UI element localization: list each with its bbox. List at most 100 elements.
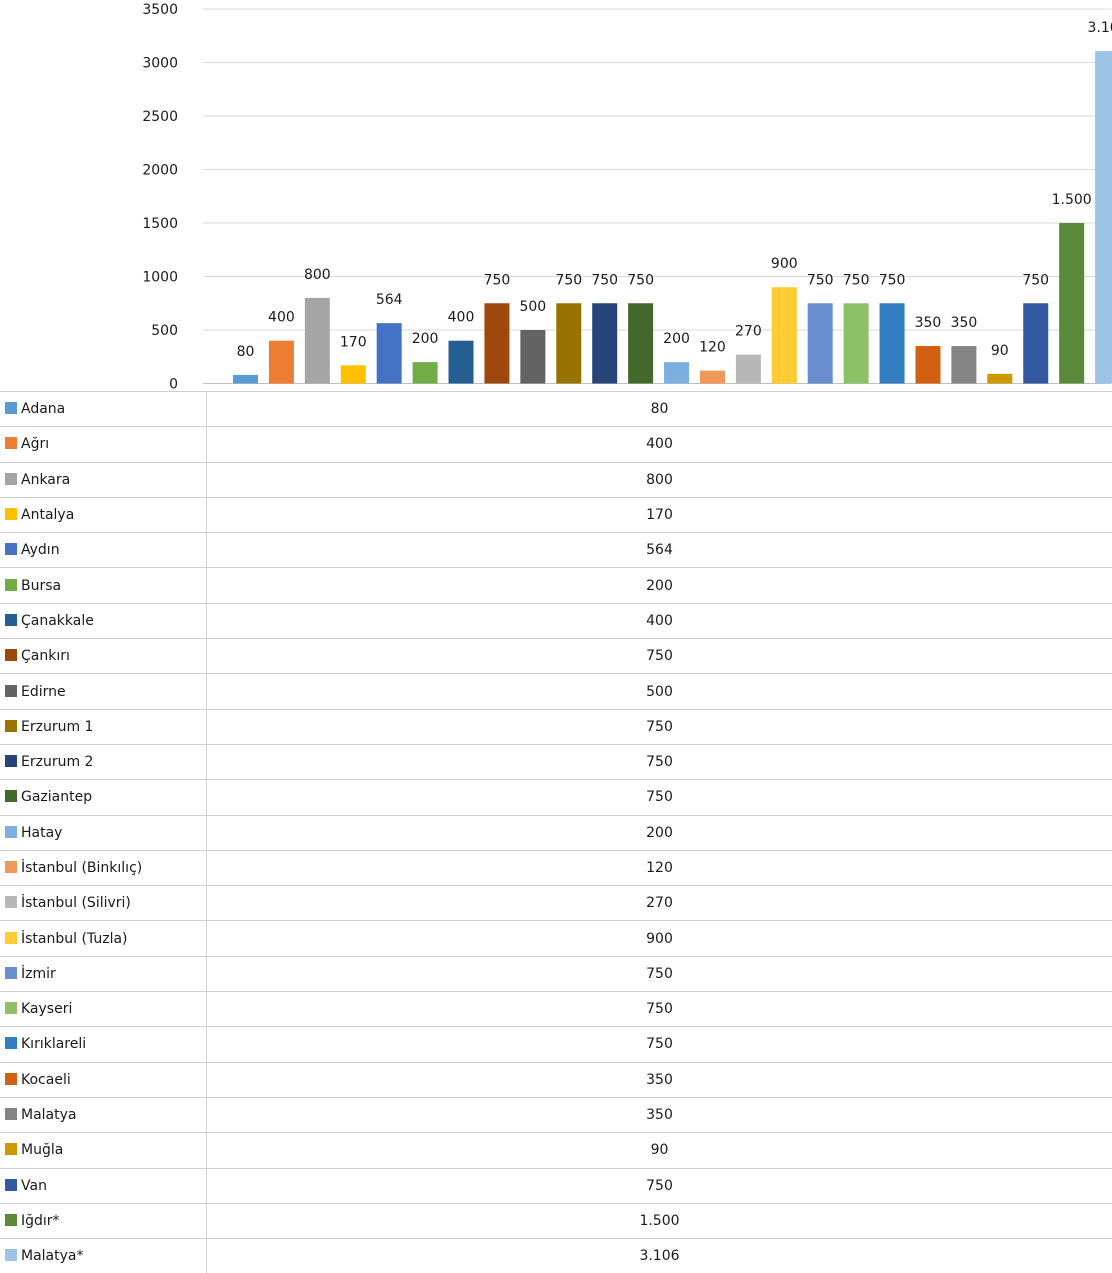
bar (1023, 303, 1049, 384)
data-label: 750 (591, 272, 618, 288)
bar-chart: 0 500 1000 1500 2000 2500 3000 3500 80 400 800 170 5… (142, 2, 1112, 392)
category-label: Gaziantep (21, 789, 93, 806)
bar (520, 330, 546, 384)
table-row: Ankara 800 (0, 461, 1112, 498)
table-row: İstanbul (Binkılıç) 120 (0, 849, 1112, 886)
category-label: Aydın (21, 542, 60, 559)
category-cell: Ağrı (0, 426, 207, 463)
bar (233, 374, 258, 384)
category-label: İstanbul (Silivri) (21, 895, 131, 912)
data-label: 750 (879, 272, 906, 288)
table-row: Erzurum 1 750 (0, 708, 1112, 745)
y-tick-label: 3500 (142, 2, 178, 18)
bar (340, 365, 366, 384)
category-cell: Kocaeli (0, 1061, 207, 1098)
value-cell: 80 (206, 390, 1112, 427)
legend-swatch (5, 472, 17, 485)
data-table-body: Adana 80 Ağrı 400 Ankara 800 Antalya 170 Aydın 56… (0, 390, 1112, 1273)
legend-swatch (5, 1002, 17, 1015)
y-tick-label: 1500 (142, 216, 178, 232)
category-cell: İstanbul (Silivri) (0, 885, 207, 921)
table-row: Çanakkale 400 (0, 602, 1112, 639)
table-row: Aydın 564 (0, 532, 1112, 568)
data-label: 400 (448, 310, 475, 326)
category-cell: Hatay (0, 814, 207, 851)
category-cell: Muğla (0, 1132, 207, 1169)
category-label: Malatya (21, 1107, 77, 1124)
category-cell: Erzurum 2 (0, 743, 207, 780)
value-cell: 400 (206, 426, 1112, 463)
table-row: İstanbul (Silivri) 270 (0, 885, 1112, 921)
category-label: Çanakkale (21, 612, 94, 629)
y-tick-label: 1000 (142, 270, 178, 286)
value-cell: 170 (206, 496, 1112, 533)
table-row: Muğla 90 (0, 1132, 1112, 1169)
legend-swatch (5, 1143, 17, 1156)
table-row: Ağrı 400 (0, 426, 1112, 463)
legend-swatch (5, 402, 17, 415)
category-cell: Malatya (0, 1096, 207, 1133)
bar (987, 373, 1013, 384)
table-row: İstanbul (Tuzla) 900 (0, 920, 1112, 957)
table-row: Adana 80 (0, 390, 1112, 427)
table-row: Gaziantep 750 (0, 779, 1112, 816)
category-label: Erzurum 1 (21, 718, 94, 735)
legend-swatch (5, 790, 17, 803)
data-label: 750 (1022, 272, 1049, 288)
category-cell: Çanakkale (0, 602, 207, 639)
data-label: 170 (340, 334, 367, 350)
category-cell: Çankırı (0, 638, 207, 674)
category-label: Edirne (21, 683, 66, 700)
value-cell: 120 (206, 849, 1112, 886)
legend-swatch (5, 896, 17, 909)
table-row: Kocaeli 350 (0, 1061, 1112, 1098)
value-cell: 350 (206, 1061, 1112, 1098)
category-label: Ağrı (21, 436, 50, 453)
category-label: Kırıklareli (21, 1036, 87, 1053)
category-label: Kayseri (21, 1001, 73, 1018)
bar (412, 362, 438, 384)
data-label: 564 (376, 292, 403, 308)
category-cell: Ankara (0, 461, 207, 498)
data-label: 90 (991, 343, 1009, 359)
legend-swatch (5, 1108, 17, 1121)
category-label: Muğla (21, 1142, 64, 1159)
legend-swatch (5, 543, 17, 556)
bar (664, 362, 690, 384)
category-label: Antalya (21, 507, 75, 524)
category-label: Çankırı (21, 648, 70, 665)
bar (556, 303, 582, 384)
value-cell: 270 (206, 885, 1112, 921)
bar (915, 346, 941, 384)
legend-swatch (5, 578, 17, 591)
bar (807, 303, 833, 384)
category-cell: Gaziantep (0, 779, 207, 816)
y-tick-label: 500 (151, 323, 178, 339)
legend-swatch (5, 1178, 17, 1191)
data-label: 800 (304, 267, 331, 283)
y-tick-label: 0 (169, 377, 178, 392)
value-cell: 750 (206, 708, 1112, 745)
table-row: Kırıklareli 750 (0, 1026, 1112, 1063)
data-label: 750 (843, 272, 870, 288)
legend-swatch (5, 1249, 17, 1262)
legend-swatch (5, 1037, 17, 1050)
category-cell: Bursa (0, 567, 207, 604)
category-cell: Malatya* (0, 1238, 207, 1273)
bar (1095, 51, 1112, 384)
value-cell: 750 (206, 743, 1112, 780)
category-cell: İstanbul (Tuzla) (0, 920, 207, 957)
data-label: 200 (663, 331, 690, 347)
category-cell: Iğdır* (0, 1202, 207, 1239)
legend-swatch (5, 861, 17, 873)
data-label: 500 (519, 299, 546, 315)
data-label: 750 (807, 272, 834, 288)
category-label: Iğdır* (21, 1212, 60, 1229)
value-cell: 750 (206, 1026, 1112, 1063)
table-row: Antalya 170 (0, 496, 1112, 533)
legend-swatch (5, 613, 17, 626)
category-cell: Adana (0, 390, 207, 427)
value-cell: 400 (206, 602, 1112, 639)
bar (771, 287, 797, 384)
legend-swatch (5, 1072, 17, 1085)
